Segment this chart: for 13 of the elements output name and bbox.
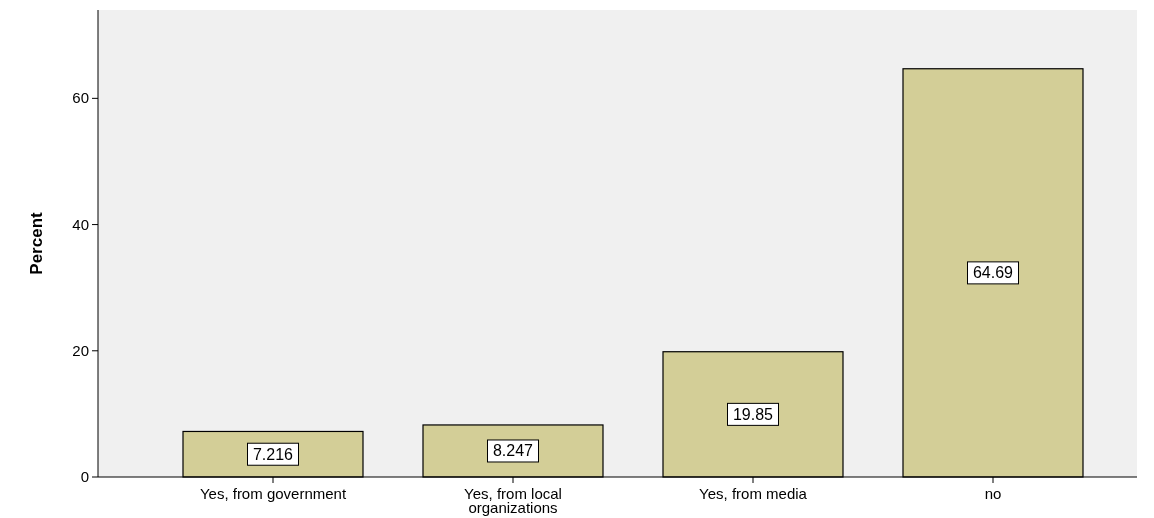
x-tick-label: no [984,485,1002,502]
y-tick-label: 0 [80,468,89,485]
x-tick-label: Yes, from local organizations [464,485,562,516]
data-label: 64.69 [972,264,1014,282]
y-tick-label: 40 [72,215,89,233]
y-axis-title: Percent [27,211,46,275]
x-tick-label: Yes, from government [199,485,347,502]
data-label: 7.216 [252,445,294,463]
data-label: 8.247 [492,442,534,460]
x-tick-label: Yes, from media [699,485,808,502]
y-tick-label: 20 [72,341,89,359]
y-tick-label: 60 [72,89,89,107]
data-label: 19.85 [732,405,774,423]
